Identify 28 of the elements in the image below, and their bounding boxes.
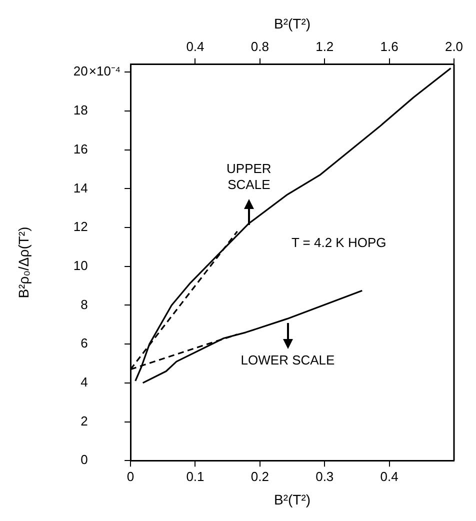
y-tick-label: 16 — [73, 141, 88, 156]
annotation: UPPER SCALE — [226, 160, 272, 192]
y-tick-label: 10 — [73, 258, 88, 273]
x2-axis-title: B²(T²) — [274, 15, 311, 32]
x2-tick-label: 0.4 — [186, 39, 204, 54]
y-tick-label: 18 — [73, 102, 88, 118]
x-tick-label: 0.4 — [380, 468, 398, 484]
y-tick-label: 12 — [73, 219, 88, 234]
x-tick-label: 0 — [126, 468, 134, 484]
y-axis-title: B²ρ₀/Δρ(T²) — [15, 226, 32, 298]
x2-tick-label: 1.6 — [380, 39, 398, 54]
y-tick-label: 14 — [73, 180, 88, 196]
x-tick-label: 0.1 — [186, 468, 204, 484]
y-tick-label: 0 — [80, 452, 88, 468]
y-tick-label: 8 — [80, 296, 88, 312]
y-tick-label: 2 — [80, 413, 88, 428]
x2-tick-label: 0.8 — [250, 39, 269, 54]
x-tick-label: 0.2 — [250, 468, 269, 484]
y-tick-label: 4 — [80, 374, 88, 390]
x-axis-title: B²(T²) — [274, 491, 311, 508]
x2-tick-label: 2.0 — [444, 39, 464, 54]
y-tick-label: 20 — [73, 64, 88, 79]
x-tick-label: 0.3 — [316, 468, 334, 484]
annotation: LOWER SCALE — [240, 352, 336, 368]
x2-tick-label: 1.2 — [316, 39, 334, 54]
text: ×10⁻⁴ — [88, 64, 121, 79]
y-tick-label: 6 — [80, 336, 88, 351]
annotation: T = 4.2 K HOPG — [291, 235, 386, 250]
